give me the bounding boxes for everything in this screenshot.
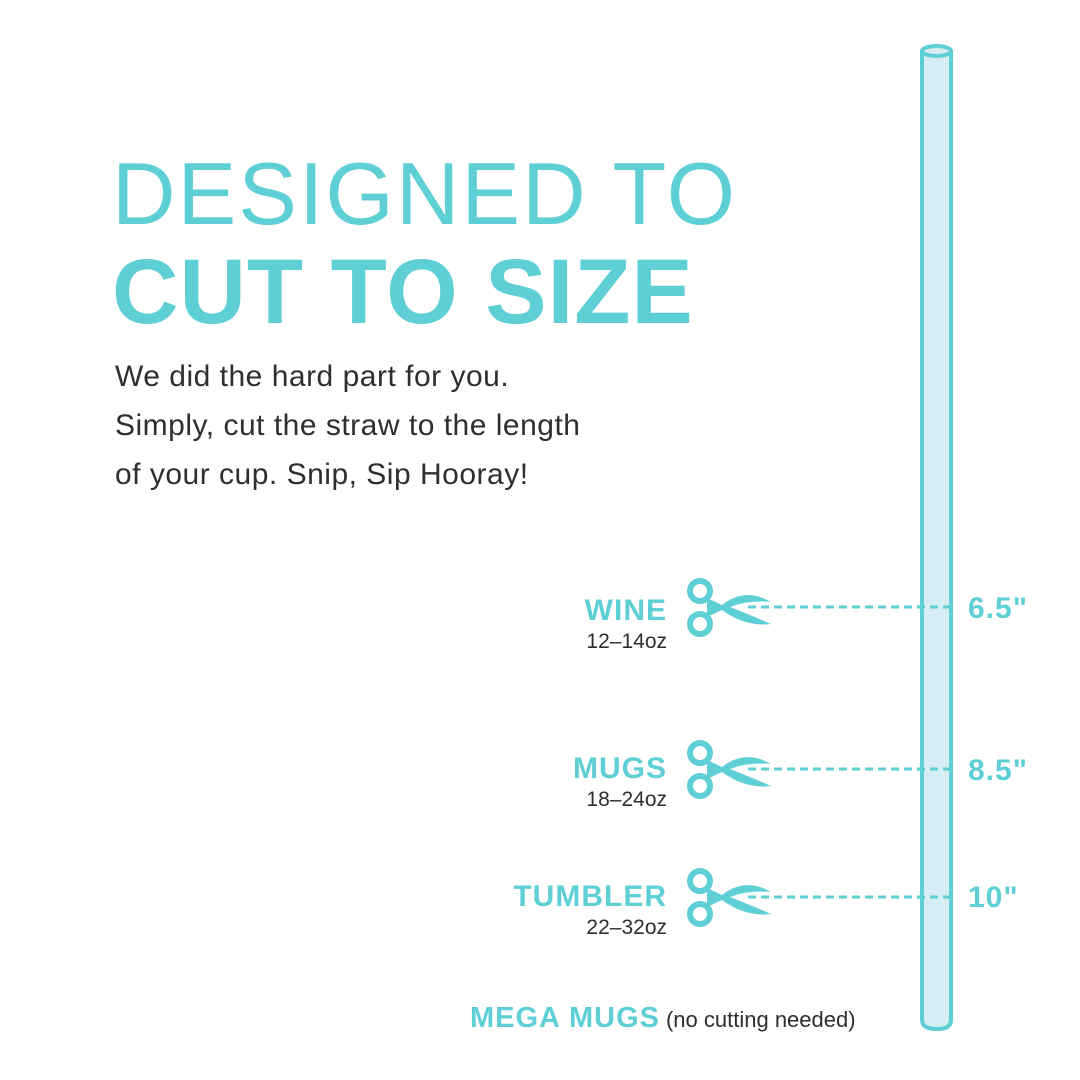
cut-label-wine: WINE 12–14oz xyxy=(585,594,667,656)
mega-note: (no cutting needed) xyxy=(665,1007,856,1032)
cut-label-tumbler: TUMBLER 22–32oz xyxy=(513,880,667,942)
cup-name: WINE xyxy=(584,594,667,627)
cup-size: 22–32oz xyxy=(586,916,667,939)
cup-name: MUGS xyxy=(573,752,667,785)
title-line-2: CUT TO SIZE xyxy=(112,241,694,343)
mega-mugs-label: MEGA MUGS (no cutting needed) xyxy=(470,1002,856,1035)
length-mugs: 8.5" xyxy=(968,754,1028,787)
scissors-icon xyxy=(687,578,771,637)
description-line: We did the hard part for you. xyxy=(115,360,510,393)
straw xyxy=(920,44,953,1032)
cup-size: 12–14oz xyxy=(586,630,667,653)
length-wine: 6.5" xyxy=(968,592,1028,625)
cup-size: 18–24oz xyxy=(586,788,667,811)
length-tumbler: 10" xyxy=(968,881,1019,914)
title-line-1: DESIGNED TO xyxy=(112,144,738,243)
description-line: Simply, cut the straw to the length xyxy=(115,409,581,442)
scissors-icon xyxy=(687,740,771,799)
cut-label-mugs: MUGS 18–24oz xyxy=(573,752,667,814)
mega-name: MEGA MUGS xyxy=(470,1002,660,1034)
description: We did the hard part for you. Simply, cu… xyxy=(115,352,581,499)
description-line: of your cup. Snip, Sip Hooray! xyxy=(115,458,529,491)
cup-name: TUMBLER xyxy=(513,880,667,913)
scissors-icon xyxy=(687,868,771,927)
